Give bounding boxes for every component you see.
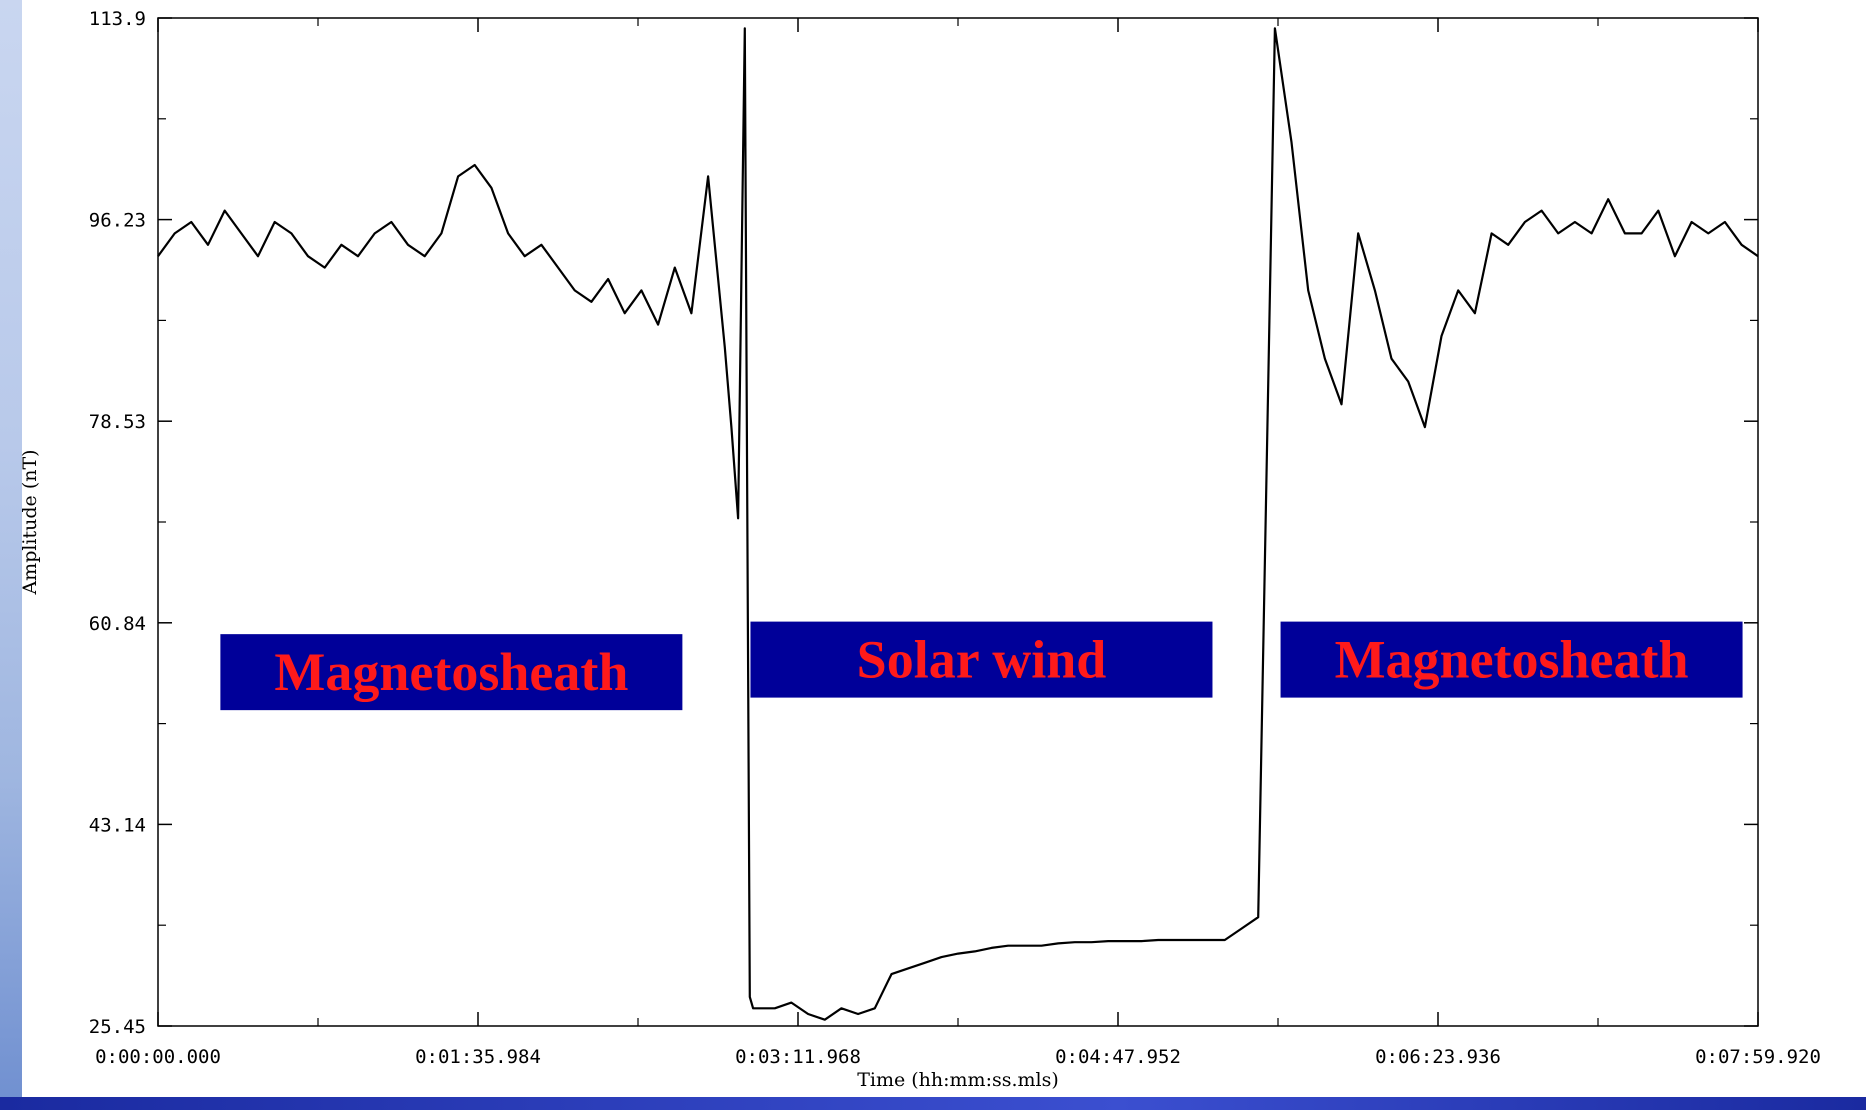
y-tick-label: 113.9 <box>89 8 146 30</box>
x-tick-label: 0:04:47.952 <box>1055 1046 1181 1068</box>
y-tick-label: 60.84 <box>89 613 146 635</box>
region-label-text: Solar wind <box>857 630 1107 690</box>
amplitude-series-line <box>157 27 1759 1021</box>
region-label-text: Magnetosheath <box>1335 630 1689 690</box>
y-axis-title: Amplitude (nT) <box>19 449 41 595</box>
x-tick-label: 0:00:00.000 <box>95 1046 221 1068</box>
y-tick-label: 25.45 <box>89 1016 146 1038</box>
x-tick-label: 0:07:59.920 <box>1695 1046 1821 1068</box>
axis-ticks <box>157 17 1759 1027</box>
x-tick-label: 0:03:11.968 <box>735 1046 861 1068</box>
region-label-box <box>750 621 1213 698</box>
plot-border <box>157 17 1759 1027</box>
decorative-left-strip <box>0 0 22 1110</box>
y-tick-labels: 113.9 96.23 78.53 60.84 43.14 25.45 <box>89 8 146 1038</box>
y-tick-label: 96.23 <box>89 210 146 232</box>
x-tick-label: 0:01:35.984 <box>415 1046 541 1068</box>
y-tick-label: 43.14 <box>89 814 146 836</box>
x-tick-labels: 0:00:00.000 0:01:35.984 0:03:11.968 0:04:47… <box>95 1046 1821 1068</box>
region-label-box <box>1280 621 1743 698</box>
region-label-box <box>220 634 683 711</box>
y-tick-label: 78.53 <box>89 411 146 433</box>
region-annotations: Magnetosheath Solar wind Magnetosheath <box>220 621 1743 711</box>
x-axis-title: Time (hh:mm:ss.mls) <box>857 1069 1059 1091</box>
decorative-bottom-bar <box>0 1097 1866 1110</box>
region-label-text: Magnetosheath <box>274 642 628 702</box>
x-tick-label: 0:06:23.936 <box>1375 1046 1501 1068</box>
plot-frame <box>157 17 1759 1027</box>
